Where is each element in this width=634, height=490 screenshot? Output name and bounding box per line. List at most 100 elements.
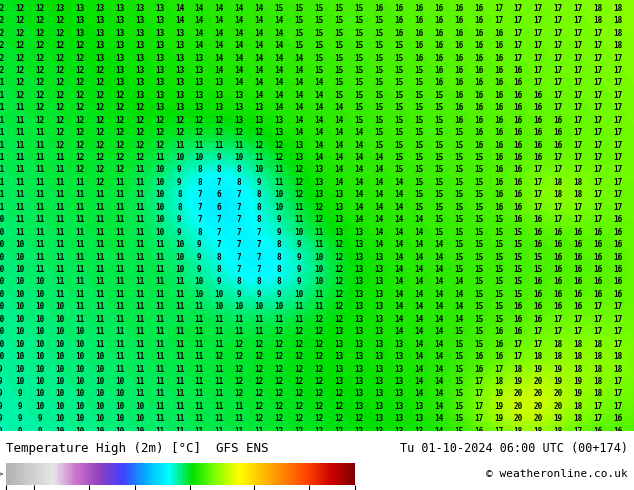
Text: 11: 11 [255, 327, 264, 336]
Text: 16: 16 [534, 277, 543, 287]
Text: 17: 17 [574, 103, 583, 112]
Text: 14: 14 [314, 103, 323, 112]
Text: 11: 11 [275, 178, 284, 187]
Text: 11: 11 [255, 153, 264, 162]
Text: 10: 10 [294, 228, 304, 237]
Text: 17: 17 [593, 141, 603, 149]
Text: 11: 11 [55, 240, 65, 249]
Text: 13: 13 [374, 427, 384, 436]
Text: 13: 13 [135, 16, 144, 25]
Text: 12: 12 [75, 166, 84, 174]
Text: 17: 17 [574, 29, 583, 38]
Text: 14: 14 [434, 340, 443, 348]
Text: 12: 12 [195, 128, 204, 137]
Text: 15: 15 [434, 153, 443, 162]
Text: 14: 14 [294, 91, 304, 100]
Text: 14: 14 [354, 153, 363, 162]
Text: 12: 12 [294, 352, 304, 361]
Text: 14: 14 [275, 29, 284, 38]
Text: 14: 14 [294, 78, 304, 87]
Text: 16: 16 [474, 116, 483, 125]
Text: 12: 12 [195, 116, 204, 125]
Text: 13: 13 [394, 377, 403, 386]
Text: 12: 12 [294, 377, 304, 386]
Text: 13: 13 [354, 302, 363, 311]
Text: 11: 11 [95, 265, 105, 274]
Text: 14: 14 [434, 315, 443, 324]
Text: 13: 13 [195, 78, 204, 87]
Text: 16: 16 [474, 53, 483, 63]
Text: 16: 16 [514, 178, 523, 187]
Text: 12: 12 [275, 141, 284, 149]
Text: 13: 13 [215, 103, 224, 112]
Text: 12: 12 [354, 414, 363, 423]
Text: 15: 15 [434, 178, 443, 187]
Text: 10: 10 [255, 166, 264, 174]
Text: 10: 10 [75, 327, 84, 336]
Text: 18: 18 [593, 4, 603, 13]
Text: 10: 10 [15, 377, 25, 386]
Text: 15: 15 [454, 352, 463, 361]
Text: 16: 16 [534, 228, 543, 237]
Text: 11: 11 [0, 91, 4, 100]
Text: 14: 14 [334, 128, 344, 137]
Text: 11: 11 [155, 340, 164, 348]
Text: 13: 13 [115, 53, 124, 63]
Text: 14: 14 [374, 240, 384, 249]
Text: 11: 11 [15, 228, 25, 237]
Text: 16: 16 [474, 66, 483, 75]
Text: 8: 8 [257, 191, 261, 199]
Text: 11: 11 [215, 390, 224, 398]
Text: 10: 10 [0, 315, 4, 324]
Text: 12: 12 [155, 116, 164, 125]
Text: 17: 17 [614, 153, 623, 162]
Text: 13: 13 [314, 178, 323, 187]
Text: 15: 15 [354, 41, 363, 50]
Text: 11: 11 [115, 178, 124, 187]
Text: 12: 12 [55, 53, 65, 63]
Text: 13: 13 [175, 78, 184, 87]
Text: 14: 14 [235, 53, 244, 63]
Text: 16: 16 [514, 191, 523, 199]
Text: 10: 10 [36, 315, 44, 324]
Text: 16: 16 [514, 153, 523, 162]
Text: 11: 11 [215, 402, 224, 411]
Text: 15: 15 [454, 340, 463, 348]
Text: 10: 10 [115, 414, 124, 423]
Text: 16: 16 [574, 290, 583, 299]
Text: 17: 17 [553, 315, 563, 324]
Text: 18: 18 [574, 414, 583, 423]
Text: 11: 11 [15, 178, 25, 187]
Text: 17: 17 [593, 103, 603, 112]
Text: 15: 15 [454, 402, 463, 411]
Text: 10: 10 [255, 302, 264, 311]
Text: 13: 13 [235, 116, 244, 125]
Text: 17: 17 [593, 327, 603, 336]
Text: 12: 12 [75, 41, 84, 50]
Text: 15: 15 [454, 191, 463, 199]
Text: 16: 16 [534, 153, 543, 162]
Text: 10: 10 [55, 340, 65, 348]
Text: 13: 13 [115, 4, 124, 13]
Text: 7: 7 [197, 203, 202, 212]
Text: 12: 12 [135, 103, 144, 112]
Text: 13: 13 [255, 103, 264, 112]
Text: 10: 10 [15, 352, 25, 361]
Text: 20: 20 [534, 390, 543, 398]
Text: 17: 17 [514, 53, 523, 63]
Text: 17: 17 [514, 29, 523, 38]
Text: 10: 10 [115, 402, 124, 411]
Text: 16: 16 [514, 91, 523, 100]
Text: 13: 13 [334, 352, 344, 361]
Text: 12: 12 [0, 53, 4, 63]
Text: 11: 11 [275, 166, 284, 174]
Text: 7: 7 [197, 215, 202, 224]
Text: 17: 17 [553, 153, 563, 162]
Text: 14: 14 [354, 178, 363, 187]
Text: 10: 10 [0, 340, 4, 348]
Text: 14: 14 [334, 103, 344, 112]
Text: 15: 15 [354, 78, 363, 87]
Text: 10: 10 [215, 302, 224, 311]
Text: 13: 13 [155, 53, 164, 63]
Text: 14: 14 [434, 402, 443, 411]
